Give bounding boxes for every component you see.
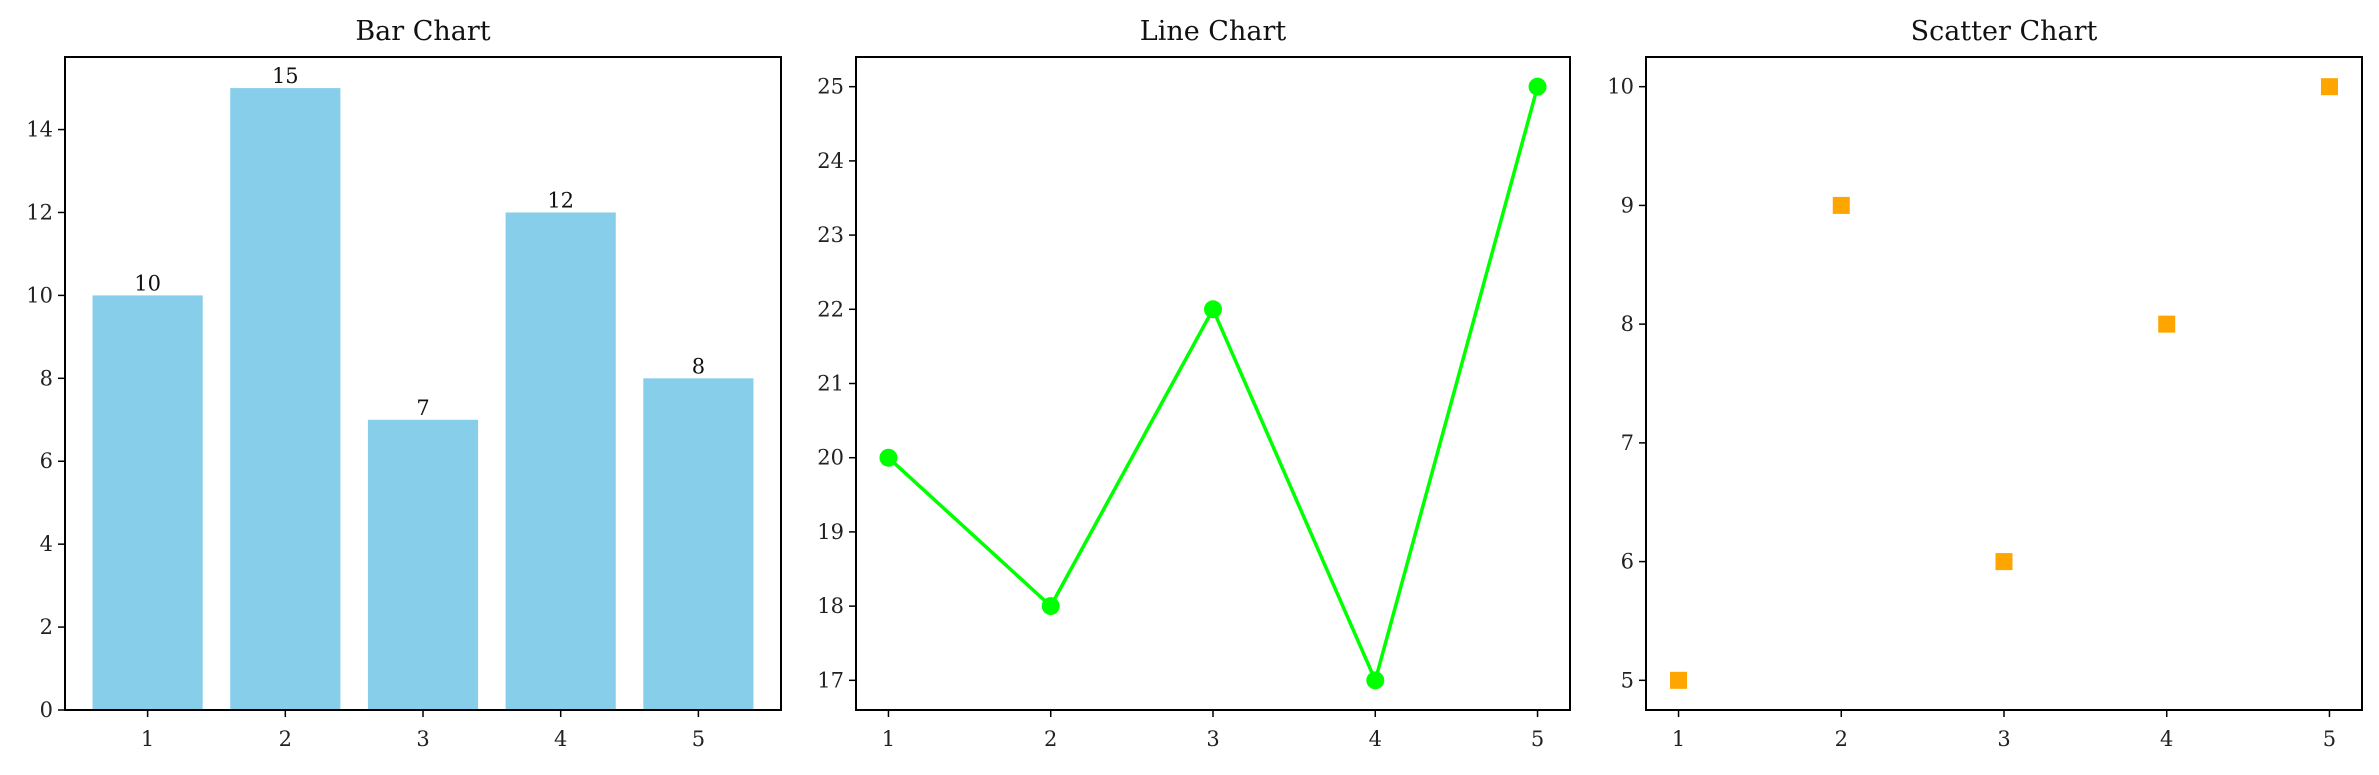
scatter-chart-ytick-label: 9 [1621,193,1634,217]
scatter-chart-ytick-label: 6 [1621,550,1634,574]
scatter-chart-frame [1645,56,2363,711]
line-chart-xtick-label: 1 [882,727,895,751]
line-point [1366,671,1385,690]
line-point [1041,597,1060,616]
scatter-chart-ytick-label: 5 [1621,668,1634,692]
bar-chart-xtick-label: 2 [279,727,292,751]
bar-data-label: 12 [547,188,574,212]
line-chart-ytick-label: 21 [817,372,844,396]
line-chart-ytick-label: 18 [817,594,844,618]
bar-chart-xtick-label: 5 [692,727,705,751]
line-point [1204,300,1222,319]
bar [367,419,479,710]
bar-data-label: 15 [272,64,299,88]
bar [643,378,754,710]
bar-chart-ytick-label: 14 [26,118,53,142]
scatter-chart-xtick-label: 4 [2160,727,2173,751]
bar-chart-frame [64,56,782,711]
bar-chart-ytick-label: 2 [40,615,53,639]
scatter-chart-ytick-label: 7 [1621,431,1634,455]
scatter-chart-ytick-label: 10 [1607,75,1634,99]
line-chart-ytick-label: 23 [817,223,844,247]
line-chart-ytick-label: 22 [817,297,844,321]
line-chart-xtick-label: 2 [1044,727,1057,751]
line-chart-frame [855,56,1571,711]
bar-data-label: 7 [416,396,429,420]
line-series [887,86,1540,683]
bar [230,88,341,711]
scatter-chart-xtick-label: 5 [2323,727,2336,751]
bar-chart-ytick-label: 6 [40,449,53,473]
line-chart-ytick-label: 24 [817,149,844,173]
bar [505,212,616,710]
bar [92,295,203,710]
line-chart-ytick-label: 25 [817,75,844,99]
line-chart-ytick-label: 19 [817,520,844,544]
bar-chart-ytick-label: 12 [26,200,53,224]
bar-chart-ytick-label: 4 [40,532,53,556]
scatter-chart-xtick-label: 2 [1835,727,1848,751]
line-chart-xtick-label: 4 [1369,727,1382,751]
bar-chart-ytick-label: 0 [40,698,53,722]
line-chart-xtick-label: 5 [1531,727,1544,751]
scatter-chart-title: Scatter Chart [1911,16,2098,47]
line-chart-xtick-label: 3 [1206,727,1219,751]
bar-chart-xtick-label: 1 [141,727,154,751]
line-chart-series [879,77,1547,690]
scatter-chart-panel: Scatter Chart 5 6 7 8 9 10 1 2 3 4 5 [1607,16,2363,751]
scatter-point [1670,671,1688,689]
bar-chart-xtick-label: 3 [416,727,429,751]
line-chart-ytick-label: 20 [817,446,844,470]
scatter-chart-xtick-label: 3 [1997,727,2010,751]
scatter-point [2320,78,2338,96]
scatter-chart-axes: 5 6 7 8 9 10 1 2 3 4 5 [1607,75,2336,751]
scatter-point [2158,315,2176,333]
scatter-point [1832,196,1850,214]
line-point [879,448,898,467]
line-chart-title: Line Chart [1140,16,1287,47]
bar-chart-xtick-label: 4 [554,727,567,751]
scatter-chart-ytick-label: 8 [1621,312,1634,336]
bar-data-label: 10 [134,271,161,295]
scatter-chart-points [1670,78,2338,689]
scatter-point [1995,553,2013,571]
bar-chart-bars: 10 15 7 12 8 [92,64,754,711]
scatter-chart-xtick-label: 1 [1672,727,1685,751]
line-chart-ytick-label: 17 [817,668,844,692]
line-point [1528,77,1547,96]
bar-chart-title: Bar Chart [355,16,490,47]
bar-data-label: 8 [692,354,705,378]
bar-chart-ytick-label: 8 [40,366,53,390]
bar-chart-ytick-label: 10 [26,283,53,307]
